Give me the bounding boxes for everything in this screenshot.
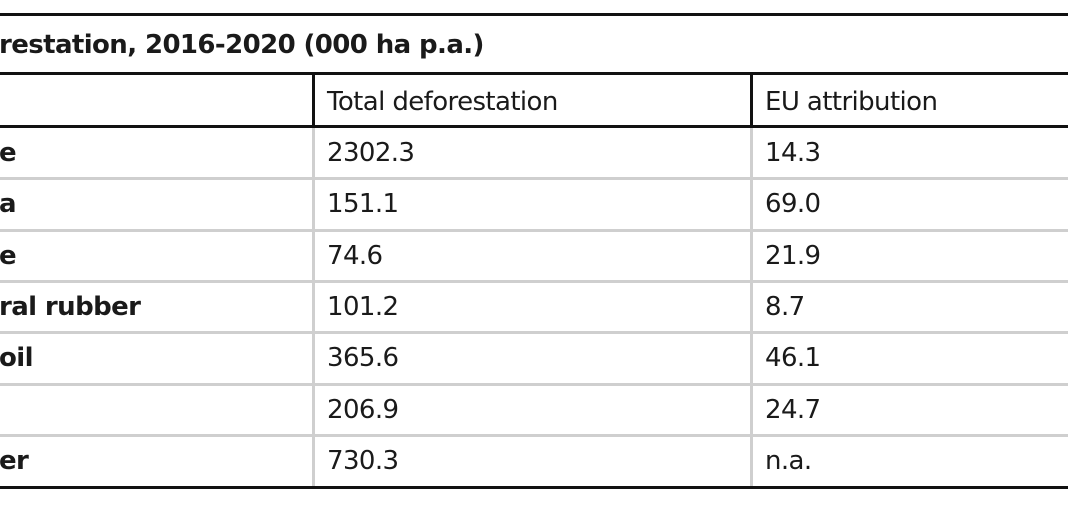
column-rule [312,72,315,128]
rule [0,72,1068,75]
cell: 206.9 [327,394,399,425]
cell: 365.6 [327,343,399,374]
row-label: oil [0,343,33,374]
column-rule [750,281,753,334]
cell: 24.7 [765,394,821,425]
cell: 730.3 [327,445,399,476]
column-header: Total deforestation [327,87,558,117]
column-header: EU attribution [765,87,938,117]
rule [0,13,1068,16]
row-rule [0,279,1068,283]
column-rule [312,384,315,436]
cell: 2302.3 [327,138,415,168]
row-label: er [0,445,29,476]
row-label: e [0,240,17,271]
cell: 46.1 [765,343,821,374]
column-rule [312,230,315,282]
cell: 21.9 [765,240,821,271]
row-rule [0,331,1068,335]
column-rule [750,384,753,436]
cell: 69.0 [765,189,821,220]
row-rule [0,382,1068,386]
column-rule [312,333,315,385]
column-rule [312,435,315,488]
cell: 14.3 [765,138,821,168]
row-label: a [0,189,17,220]
cell: 74.6 [327,240,383,271]
column-rule [312,179,315,231]
column-rule [750,128,753,180]
column-rule [750,435,753,488]
row-rule [0,433,1068,437]
row-rule [0,177,1068,181]
row-rule [0,228,1068,232]
rule [0,125,1068,128]
cell: 8.7 [765,291,805,322]
cell: 151.1 [327,189,399,220]
column-rule [312,128,315,180]
column-rule [750,333,753,385]
column-rule [750,72,753,128]
row-label: ral rubber [0,291,141,322]
row-label: e [0,138,17,168]
cell: n.a. [765,445,812,476]
cell: 101.2 [327,291,399,322]
table-title: restation, 2016-2020 (000 ha p.a.) [0,30,484,60]
row-rule [0,486,1068,490]
column-rule [312,281,315,334]
column-rule [750,230,753,282]
column-rule [750,179,753,231]
